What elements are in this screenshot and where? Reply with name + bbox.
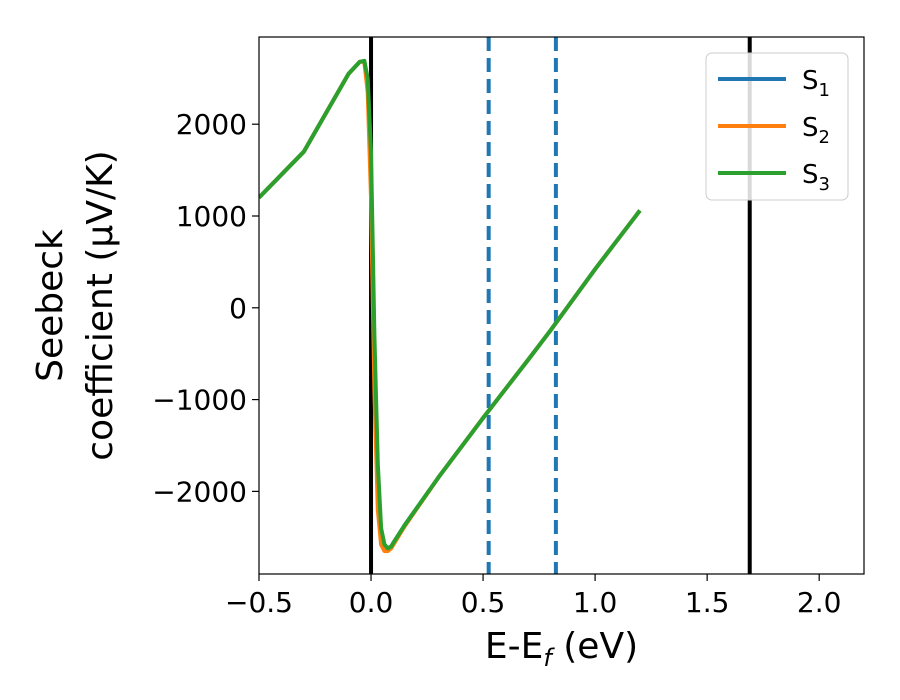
series-line-s3 — [259, 58, 642, 551]
plot-frame — [258, 36, 865, 575]
y-tick-label: 0 — [229, 292, 247, 325]
x-tick-label: 1.0 — [573, 586, 618, 619]
series-lines — [259, 58, 642, 554]
legend: S1 S2 S3 — [705, 52, 849, 201]
x-axis-label-main: E-E — [485, 626, 543, 667]
y-axis-label-line1: Seebeck — [30, 229, 71, 382]
x-tick-label: 1.5 — [685, 586, 730, 619]
x-tick-label: 2.0 — [797, 586, 842, 619]
series-line-s2 — [259, 59, 642, 554]
x-axis-label: E-Ef (eV) — [485, 626, 638, 672]
legend-label-s1: S1 — [802, 66, 830, 101]
legend-label-s2: S2 — [802, 113, 830, 148]
x-tick-label: 0.5 — [461, 586, 506, 619]
y-axis: −2000 −1000 0 1000 2000 — [152, 108, 259, 508]
legend-label-s3: S3 — [802, 160, 830, 195]
x-axis-label-unit: (eV) — [552, 626, 638, 667]
y-tick-label: −2000 — [152, 475, 247, 508]
x-tick-label: −0.5 — [225, 586, 293, 619]
y-tick-label: 1000 — [176, 200, 247, 233]
y-tick-label: 2000 — [176, 108, 247, 141]
x-tick-label: 0.0 — [349, 586, 394, 619]
y-axis-label-line2: coefficient (μV/K) — [80, 150, 121, 460]
y-tick-label: −1000 — [152, 384, 247, 417]
x-axis: −0.5 0.0 0.5 1.0 1.5 2.0 — [225, 574, 841, 619]
